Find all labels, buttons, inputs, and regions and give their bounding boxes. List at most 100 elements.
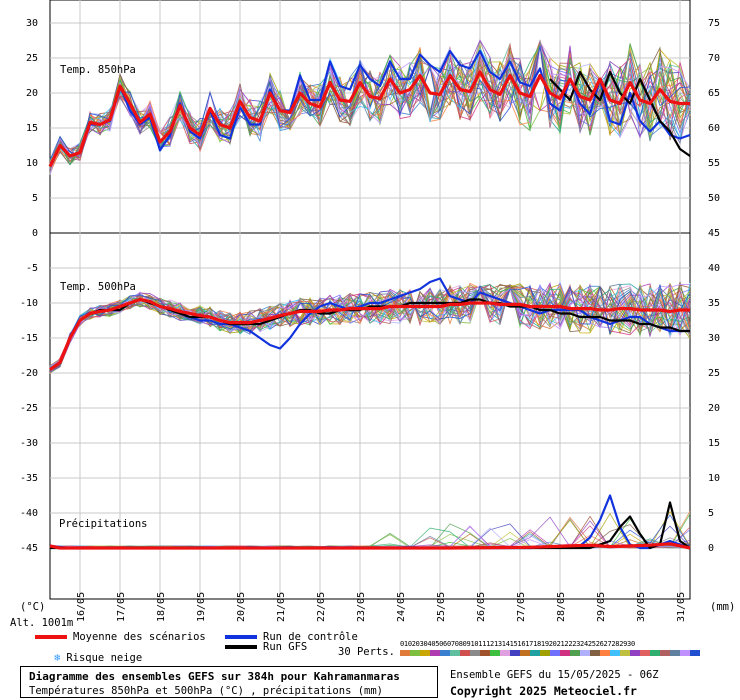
date-tick-label: 24/05 bbox=[396, 592, 407, 622]
pert-swatch-30 bbox=[690, 650, 700, 656]
legend-perts: 30 Perts. bbox=[338, 646, 395, 658]
left-tick-label: -20 bbox=[20, 368, 38, 379]
series-line-t850 bbox=[48, 70, 690, 168]
date-tick-label: 23/05 bbox=[356, 592, 367, 622]
pert-swatch-10 bbox=[490, 650, 500, 656]
perturbation-line bbox=[49, 43, 691, 166]
right-tick-label: 65 bbox=[708, 88, 720, 99]
perturbation-line bbox=[49, 45, 691, 175]
left-tick-label: -45 bbox=[20, 543, 38, 554]
pert-swatch-14 bbox=[530, 650, 540, 656]
pert-swatch-08 bbox=[470, 650, 480, 656]
panel-label-t850: Temp. 850hPa bbox=[60, 64, 136, 76]
pert-swatch-04 bbox=[430, 650, 440, 656]
date-tick-label: 26/05 bbox=[476, 592, 487, 622]
date-axis: 16/05 17/05 18/05 19/05 20/05 21/05 22/05 23/05… bbox=[76, 592, 687, 622]
right-tick-label: 35 bbox=[708, 298, 720, 309]
pert-swatch-27 bbox=[660, 650, 670, 656]
right-tick-label: 25 bbox=[708, 368, 720, 379]
title-box: Diagramme des ensembles GEFS sur 384h po… bbox=[20, 666, 438, 698]
right-tick-label: 20 bbox=[708, 403, 720, 414]
legend-control-swatch bbox=[225, 635, 257, 639]
perturbation-line bbox=[49, 284, 691, 369]
right-tick-label: 60 bbox=[708, 123, 720, 134]
date-tick-label: 18/05 bbox=[156, 592, 167, 622]
pert-swatch-05 bbox=[440, 650, 450, 656]
left-unit-label: (°C) bbox=[20, 601, 45, 613]
pert-swatch-16 bbox=[550, 650, 560, 656]
left-tick-label: 20 bbox=[26, 88, 38, 99]
copyright: Copyright 2025 Meteociel.fr bbox=[450, 684, 637, 698]
pert-swatch-20 bbox=[590, 650, 600, 656]
left-tick-label: -40 bbox=[20, 508, 38, 519]
right-tick-label: 30 bbox=[708, 333, 720, 344]
date-tick-label: 31/05 bbox=[676, 592, 687, 622]
left-tick-label: 5 bbox=[32, 193, 38, 204]
pert-swatch-12 bbox=[510, 650, 520, 656]
legend-mean-swatch bbox=[35, 635, 67, 639]
right-tick-label: 75 bbox=[708, 18, 720, 29]
date-tick-label: 30/05 bbox=[636, 592, 647, 622]
pert-swatch-02 bbox=[410, 650, 420, 656]
pert-swatch-23 bbox=[620, 650, 630, 656]
left-tick-label: -35 bbox=[20, 473, 38, 484]
left-tick-label: 15 bbox=[26, 123, 38, 134]
run-info: Ensemble GEFS du 15/05/2025 - 06Z bbox=[450, 669, 659, 681]
legend-gfs-label: Run GFS bbox=[263, 641, 308, 653]
left-axis: 30 25 20 15 10 5 0 -5 -10 -15 -20 -25 -30 -35 -40 -45 bbox=[20, 18, 38, 554]
right-tick-label: 50 bbox=[708, 193, 720, 204]
date-tick-label: 20/05 bbox=[236, 592, 247, 622]
plot-area bbox=[48, 39, 691, 550]
date-tick-label: 25/05 bbox=[436, 592, 447, 622]
pert-swatch-18 bbox=[570, 650, 580, 656]
legend-control: Run de contrôle bbox=[225, 631, 358, 643]
panel-label-precip: Précipitations bbox=[59, 518, 148, 530]
pert-swatch-26 bbox=[650, 650, 660, 656]
pert-swatch-01 bbox=[400, 650, 410, 656]
right-tick-label: 70 bbox=[708, 53, 720, 64]
pert-number-row: 0102030405060708091011121314151617181920… bbox=[400, 640, 635, 648]
right-tick-label: 45 bbox=[708, 228, 720, 239]
legend-control-label: Run de contrôle bbox=[263, 631, 358, 643]
panel-label-t500: Temp. 500hPa bbox=[60, 281, 136, 293]
series-line-t850 bbox=[549, 70, 691, 157]
pert-color-row bbox=[400, 650, 700, 656]
left-tick-label: -5 bbox=[26, 263, 38, 274]
date-tick-label: 19/05 bbox=[196, 592, 207, 622]
series-line-t850 bbox=[49, 49, 691, 167]
pert-swatch-07 bbox=[460, 650, 470, 656]
left-tick-label: -25 bbox=[20, 403, 38, 414]
pert-swatch-15 bbox=[540, 650, 550, 656]
perturbation-line bbox=[49, 43, 691, 174]
pert-swatch-28 bbox=[670, 650, 680, 656]
date-tick-label: 29/05 bbox=[596, 592, 607, 622]
left-tick-label: -10 bbox=[20, 298, 38, 309]
left-tick-label: -30 bbox=[20, 438, 38, 449]
date-tick-label: 27/05 bbox=[516, 592, 527, 622]
altitude-label: Alt. 1001m bbox=[10, 617, 73, 629]
left-tick-label: 0 bbox=[32, 228, 38, 239]
pert-swatch-25 bbox=[640, 650, 650, 656]
legend-gfs: Run GFS bbox=[225, 641, 307, 653]
date-tick-label: 17/05 bbox=[116, 592, 127, 622]
pert-swatch-22 bbox=[610, 650, 620, 656]
pert-swatch-29 bbox=[680, 650, 690, 656]
perturbation-line bbox=[49, 45, 691, 171]
right-tick-label: 10 bbox=[708, 473, 720, 484]
pert-swatch-09 bbox=[480, 650, 490, 656]
legend-perts-label: 30 Perts. bbox=[338, 646, 395, 658]
right-unit-label: (mm) bbox=[710, 601, 735, 613]
snowflake-icon: ❄ bbox=[54, 652, 61, 664]
pert-swatch-21 bbox=[600, 650, 610, 656]
legend-gfs-swatch bbox=[225, 645, 257, 649]
right-tick-label: 40 bbox=[708, 263, 720, 274]
right-tick-label: 15 bbox=[708, 438, 720, 449]
date-tick-label: 21/05 bbox=[276, 592, 287, 622]
pert-swatch-24 bbox=[630, 650, 640, 656]
right-tick-label: 55 bbox=[708, 158, 720, 169]
legend-mean-label: Moyenne des scénarios bbox=[73, 631, 206, 643]
date-tick-label: 28/05 bbox=[556, 592, 567, 622]
pert-swatch-13 bbox=[520, 650, 530, 656]
